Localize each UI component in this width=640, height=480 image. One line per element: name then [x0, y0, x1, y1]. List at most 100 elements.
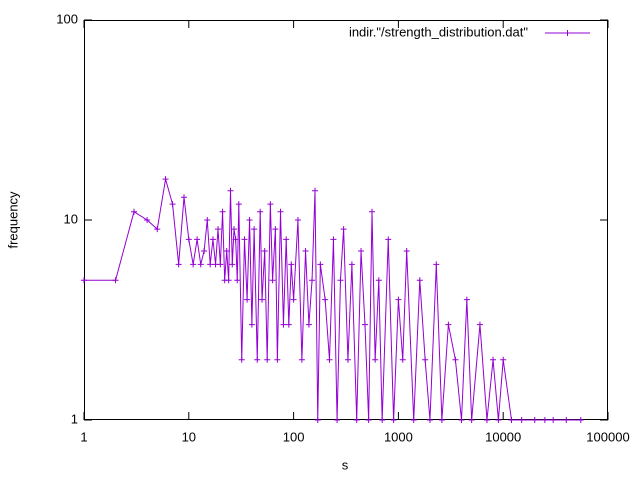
- point-marker: [337, 277, 344, 284]
- point-marker: [169, 201, 176, 208]
- point-marker: [302, 247, 309, 254]
- point-marker: [326, 356, 333, 363]
- point-marker: [235, 201, 242, 208]
- point-marker: [264, 356, 271, 363]
- point-marker: [267, 201, 274, 208]
- point-marker: [269, 277, 276, 284]
- point-marker: [81, 277, 87, 284]
- point-marker: [495, 417, 502, 423]
- point-marker: [483, 417, 490, 423]
- y-tick-label: 100: [56, 11, 78, 26]
- point-marker: [248, 321, 255, 328]
- point-marker: [433, 261, 440, 268]
- point-marker: [259, 296, 266, 303]
- point-marker: [577, 417, 584, 423]
- x-tick-label: 1: [80, 429, 87, 444]
- point-marker: [261, 247, 268, 254]
- point-marker: [238, 356, 245, 363]
- point-marker: [348, 261, 355, 268]
- point-marker: [305, 321, 312, 328]
- point-marker: [204, 217, 211, 223]
- point-marker: [229, 261, 236, 268]
- point-marker: [422, 356, 429, 363]
- point-marker: [438, 417, 445, 423]
- point-marker: [215, 226, 222, 233]
- point-marker: [395, 296, 402, 303]
- point-marker: [445, 321, 452, 328]
- point-marker: [217, 261, 224, 268]
- point-marker: [340, 226, 347, 233]
- point-marker: [144, 217, 151, 223]
- y-tick-label: 1: [71, 411, 78, 426]
- point-marker: [390, 417, 397, 423]
- point-marker: [162, 176, 169, 183]
- point-marker: [197, 261, 204, 268]
- point-marker: [334, 417, 341, 423]
- point-marker: [274, 356, 281, 363]
- point-marker: [246, 217, 253, 223]
- point-marker: [181, 194, 188, 201]
- point-marker: [490, 356, 497, 363]
- point-marker: [131, 208, 138, 215]
- point-marker: [244, 296, 251, 303]
- point-marker: [283, 236, 290, 243]
- point-marker: [344, 356, 351, 363]
- point-marker: [232, 236, 239, 243]
- point-marker: [272, 226, 279, 233]
- point-marker: [190, 261, 197, 268]
- point-marker: [231, 226, 238, 233]
- point-marker: [227, 187, 234, 194]
- point-marker: [563, 417, 570, 423]
- point-marker: [426, 417, 433, 423]
- point-marker: [317, 261, 324, 268]
- point-marker: [361, 321, 368, 328]
- point-marker: [290, 296, 297, 303]
- point-marker: [379, 417, 386, 423]
- point-marker: [309, 277, 316, 284]
- point-marker: [175, 261, 182, 268]
- point-marker: [353, 417, 360, 423]
- point-marker: [365, 417, 372, 423]
- point-marker: [458, 417, 465, 423]
- point-marker: [225, 277, 232, 284]
- point-marker: [251, 226, 258, 233]
- point-marker: [322, 296, 329, 303]
- y-tick-label: 10: [64, 211, 78, 226]
- point-marker: [234, 277, 241, 284]
- x-tick-label: 100: [283, 429, 305, 444]
- x-tick-label: 100000: [586, 429, 629, 444]
- point-marker: [201, 247, 208, 254]
- point-marker: [463, 296, 470, 303]
- point-marker: [277, 208, 284, 215]
- point-marker: [112, 277, 119, 284]
- point-marker: [468, 417, 475, 423]
- point-marker: [285, 321, 292, 328]
- point-marker: [207, 261, 214, 268]
- x-tick-label: 10000: [485, 429, 521, 444]
- x-tick-label: 1000: [384, 429, 413, 444]
- point-marker: [372, 356, 379, 363]
- point-marker: [500, 356, 507, 363]
- point-marker: [403, 247, 410, 254]
- point-marker: [541, 417, 548, 423]
- point-marker: [452, 356, 459, 363]
- point-marker: [369, 208, 376, 215]
- point-marker: [154, 226, 161, 233]
- point-marker: [257, 208, 264, 215]
- x-tick-label: 10: [182, 429, 196, 444]
- point-marker: [476, 321, 483, 328]
- point-marker: [518, 417, 525, 423]
- point-marker: [399, 356, 406, 363]
- point-marker: [280, 321, 287, 328]
- point-marker: [241, 236, 248, 243]
- x-axis-label: s: [342, 457, 349, 472]
- point-marker: [330, 236, 337, 243]
- point-marker: [219, 208, 226, 215]
- point-marker: [416, 277, 423, 284]
- series-line: [84, 179, 581, 421]
- point-marker: [508, 417, 515, 423]
- point-marker: [550, 417, 557, 423]
- point-marker: [311, 187, 318, 194]
- point-marker: [298, 356, 305, 363]
